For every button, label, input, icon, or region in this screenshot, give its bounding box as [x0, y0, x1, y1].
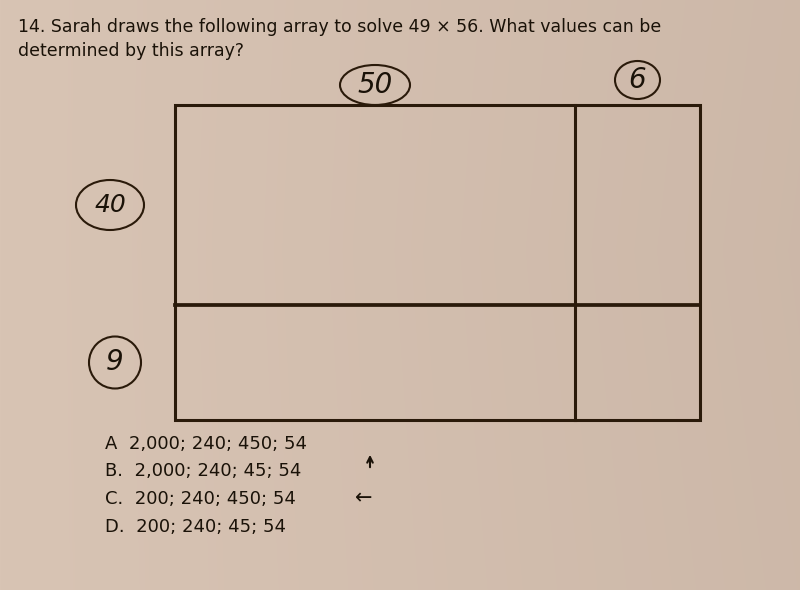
Text: B.  2,000; 240; 45; 54: B. 2,000; 240; 45; 54: [105, 462, 302, 480]
Text: 6: 6: [629, 66, 646, 94]
Text: 14. Sarah draws the following array to solve 49 × 56. What values can be: 14. Sarah draws the following array to s…: [18, 18, 662, 36]
Text: determined by this array?: determined by this array?: [18, 42, 244, 60]
Text: A  2,000; 240; 450; 54: A 2,000; 240; 450; 54: [105, 435, 307, 453]
Text: 40: 40: [94, 193, 126, 217]
Text: C.  200; 240; 450; 54: C. 200; 240; 450; 54: [105, 490, 296, 508]
Text: D.  200; 240; 45; 54: D. 200; 240; 45; 54: [105, 518, 286, 536]
Text: 50: 50: [358, 71, 393, 99]
Text: 9: 9: [106, 349, 124, 376]
Bar: [175, 105, 700, 420]
Text: ←: ←: [355, 488, 373, 508]
